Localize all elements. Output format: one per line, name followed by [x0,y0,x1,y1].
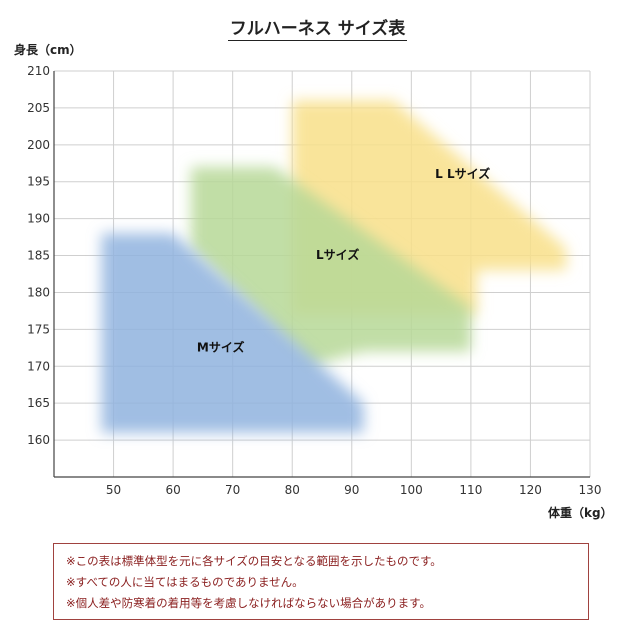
region-label-ll: L Lサイズ [435,166,490,181]
x-tick-label: 60 [165,483,180,497]
y-tick-label: 200 [27,138,50,152]
size-region-m [101,233,364,433]
axes: 50 60 70 80 90 100 110 120 130 160 165 170 175 180 185… [27,64,601,497]
notes-box: ※この表は標準体型を元に各サイズの目安となる範囲を示したものです。 ※すべての人… [53,543,589,620]
x-tick-label: 130 [579,483,602,497]
y-tick-label: 185 [27,249,50,263]
y-tick-label: 165 [27,396,50,410]
y-tick-label: 170 [27,359,50,373]
chart-title: フルハーネス サイズ表 [227,19,408,41]
x-tick-label: 70 [225,483,240,497]
x-tick-label: 80 [285,483,300,497]
x-tick-label: 110 [459,483,482,497]
note-1: ※この表は標準体型を元に各サイズの目安となる範囲を示したものです。 [66,554,442,568]
y-tick-label: 160 [27,433,50,447]
y-tick-label: 190 [27,212,50,226]
x-axis-label: 体重（kg） [548,506,613,520]
x-tick-label: 90 [344,483,359,497]
size-regions [101,100,567,433]
note-2: ※すべての人に当てはまるものでありません。 [66,575,304,589]
y-tick-label: 210 [27,64,50,78]
y-tick-label: 180 [27,285,50,299]
region-labels: Mサイズ Lサイズ L Lサイズ [197,166,490,354]
y-tick-label: 195 [27,175,50,189]
size-chart: 50 60 70 80 90 100 110 120 130 160 165 170 175 180 185… [27,64,601,497]
region-label-m: Mサイズ [197,340,245,355]
y-tick-label: 175 [27,322,50,336]
x-tick-label: 120 [519,483,542,497]
note-3: ※個人差や防寒着の着用等を考慮しなければならない場合があります。 [66,596,431,610]
y-axis-label: 身長（cm） [14,43,82,57]
x-tick-label: 50 [106,483,121,497]
x-tick-label: 100 [400,483,423,497]
y-tick-label: 205 [27,101,50,115]
region-label-l: Lサイズ [316,247,359,262]
